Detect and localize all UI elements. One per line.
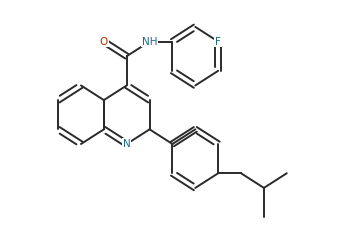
Text: F: F [215, 37, 221, 47]
Text: O: O [100, 37, 108, 47]
Text: NH: NH [142, 37, 157, 47]
Text: N: N [123, 139, 131, 149]
